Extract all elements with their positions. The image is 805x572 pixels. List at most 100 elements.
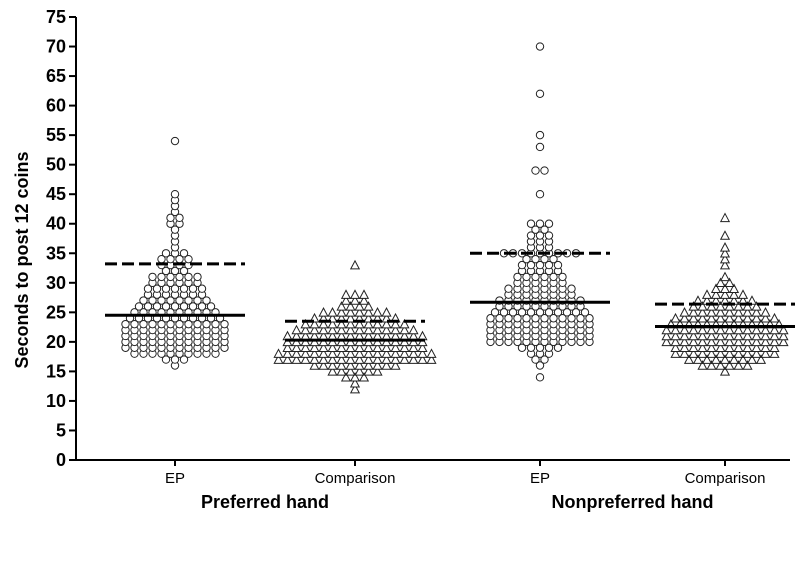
data-point-triangle: [733, 336, 744, 347]
data-point-triangle: [291, 342, 302, 353]
data-point-triangle: [679, 330, 690, 341]
data-point-triangle: [336, 336, 347, 347]
data-point-triangle: [683, 354, 695, 364]
data-point-circle: [513, 314, 522, 323]
data-point-circle: [549, 272, 558, 282]
data-point-triangle: [399, 324, 410, 335]
data-point-circle: [188, 284, 198, 293]
data-point-triangle: [381, 336, 392, 347]
data-point-circle: [157, 296, 166, 305]
data-point-circle: [553, 343, 563, 352]
data-point-triangle: [706, 342, 717, 353]
data-point-triangle: [282, 336, 293, 347]
data-point-circle: [526, 308, 536, 317]
data-point-triangle: [327, 324, 338, 335]
data-point-triangle: [345, 318, 356, 329]
data-point-triangle: [688, 312, 699, 323]
y-tick-label: 70: [46, 37, 66, 57]
data-point-triangle: [381, 348, 392, 358]
data-point-circle: [161, 249, 171, 258]
data-point-circle: [544, 219, 554, 228]
data-point-triangle: [697, 336, 708, 347]
data-point-triangle: [390, 354, 401, 364]
data-point-triangle: [724, 342, 735, 353]
data-point-triangle: [399, 318, 410, 329]
data-point-triangle: [381, 360, 392, 370]
data-point-triangle: [670, 312, 681, 323]
data-point-triangle: [733, 342, 744, 353]
data-point-triangle: [742, 312, 753, 323]
data-point-circle: [175, 296, 184, 305]
data-point-triangle: [760, 348, 771, 358]
data-point-triangle: [336, 301, 347, 311]
data-point-triangle: [318, 342, 329, 353]
data-point-circle: [544, 308, 554, 317]
data-point-triangle: [710, 354, 722, 364]
y-tick-label: 0: [56, 450, 66, 470]
data-point-triangle: [273, 354, 284, 364]
data-point-circle: [571, 308, 581, 317]
data-point-triangle: [318, 348, 329, 358]
data-point-triangle: [719, 366, 731, 376]
data-point-circle: [535, 231, 545, 240]
data-point-circle: [188, 302, 198, 311]
data-point-triangle: [408, 348, 419, 358]
data-point-circle: [175, 272, 184, 282]
data-point-triangle: [688, 348, 699, 358]
data-point-circle: [531, 254, 540, 264]
summary-lines: [105, 251, 795, 342]
data-point-circle: [540, 355, 549, 364]
data-point-triangle: [742, 336, 753, 347]
data-point-circle: [531, 314, 540, 323]
data-point-triangle: [372, 366, 383, 376]
data-point-triangle: [715, 301, 726, 311]
data-point-circle: [544, 343, 554, 352]
data-point-triangle: [336, 348, 347, 358]
data-point-triangle: [399, 336, 410, 347]
data-point-triangle: [688, 336, 699, 347]
data-point-triangle: [349, 371, 361, 382]
data-point-triangle: [381, 307, 392, 317]
data-point-circle: [540, 225, 549, 234]
data-point-circle: [567, 284, 576, 293]
data-point-triangle: [363, 348, 374, 358]
data-point-triangle: [724, 360, 735, 370]
data-point-triangle: [778, 330, 789, 341]
data-point-triangle: [381, 342, 392, 353]
data-point-triangle: [354, 360, 365, 370]
data-point-triangle: [724, 348, 735, 358]
data-point-circle: [540, 166, 549, 175]
data-point-triangle: [697, 360, 708, 370]
data-point-triangle: [354, 318, 365, 329]
data-point-triangle: [715, 307, 726, 317]
data-point-triangle: [670, 348, 681, 358]
data-point-circle: [531, 166, 540, 175]
data-point-circle: [179, 266, 189, 276]
data-point-circle: [553, 260, 563, 270]
data-point-triangle: [340, 295, 352, 305]
data-point-triangle: [345, 348, 356, 358]
data-point-triangle: [358, 371, 370, 382]
data-point-triangle: [318, 318, 329, 329]
y-tick-label: 30: [46, 273, 66, 293]
x-tick-label: Comparison: [685, 470, 766, 487]
data-point-triangle: [300, 354, 311, 364]
data-point-triangle: [309, 354, 320, 364]
data-point-triangle: [399, 354, 410, 364]
y-tick-label: 40: [46, 214, 66, 234]
data-point-circle: [143, 302, 153, 311]
data-point-triangle: [300, 348, 311, 358]
data-point-triangle: [336, 342, 347, 353]
data-point-triangle: [426, 348, 437, 358]
data-point-circle: [486, 314, 495, 323]
x-group-label: Nonpreferred hand: [551, 492, 713, 512]
data-point-circle: [193, 272, 202, 282]
data-point-triangle: [363, 301, 374, 311]
data-point-triangle: [760, 307, 771, 317]
data-point-circle: [517, 308, 527, 317]
data-point-triangle: [345, 342, 356, 353]
data-point-triangle: [309, 348, 320, 358]
data-point-triangle: [363, 360, 374, 370]
data-point-circle: [152, 302, 162, 311]
data-point-triangle: [688, 342, 699, 353]
